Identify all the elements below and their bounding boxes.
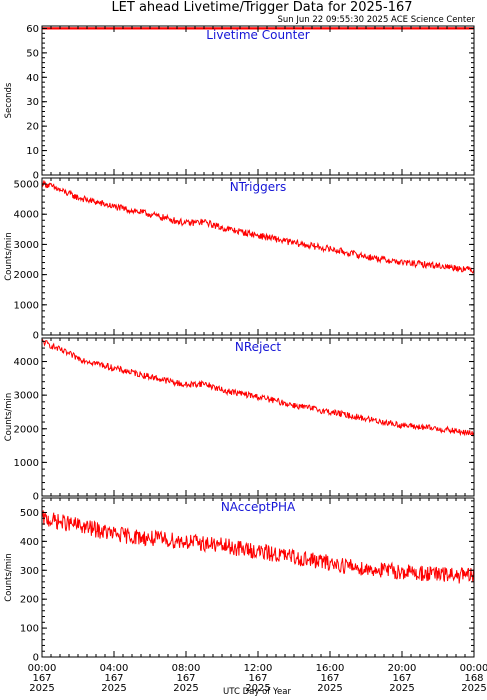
chart-panel-1: 0 10 20 30 40 50 60 Livetime Counter Seconds [4,24,475,182]
x-tick-label: 2025 [29,683,54,694]
series-line [41,510,475,584]
x-tick-label: 167 [320,673,339,684]
y-tick-label: 4000 [14,210,39,221]
generated-timestamp: Sun Jun 22 09:55:30 2025 ACE Science Cen… [277,15,475,25]
x-tick-label: 2025 [461,683,486,694]
x-tick-label: 20:00 [388,663,417,674]
x-tick-label: 168 [464,673,483,684]
y-tick-label: 10 [26,146,39,157]
y-tick-label: 5000 [14,180,39,191]
x-tick-label: 2025 [317,683,342,694]
y-tick-label: 200 [20,595,39,606]
x-tick-label: 2025 [389,683,414,694]
y-tick-label: 4000 [14,357,39,368]
x-axis-labels: 00:00167202504:00167202508:00167202512:0… [28,663,487,694]
plot-frame [41,25,475,176]
x-tick-label: 00:00 [28,663,57,674]
y-tick-label: 50 [26,48,39,59]
y-tick-label: 0 [33,171,39,182]
x-tick-label: 2025 [101,683,126,694]
x-tick-label: 167 [248,673,267,684]
plot-frame [41,497,475,658]
plot-frame [41,177,475,336]
y-axis-label: Seconds [4,82,14,118]
y-tick-label: 100 [20,624,39,635]
panel-title: NTriggers [230,180,287,194]
figure-title: LET ahead Livetime/Trigger Data for 2025… [111,0,412,15]
x-axis-title: UTC Day of Year [223,687,291,697]
x-tick-label: 08:00 [172,663,201,674]
y-tick-label: 40 [26,73,39,84]
y-tick-label: 0 [33,653,39,664]
x-tick-label: 167 [176,673,195,684]
y-tick-label: 300 [20,566,39,577]
y-tick-label: 3000 [14,391,39,402]
chart-panels: 0 10 20 30 40 50 60 Livetime Counter Seconds 0 100… [4,24,475,664]
chart-panel-2: 0 1000 2000 3000 4000 5000 NTriggers Counts/min [4,177,475,342]
x-tick-label: 2025 [173,683,198,694]
x-tick-label: 12:00 [244,663,273,674]
x-tick-label: 167 [392,673,411,684]
y-tick-label: 2000 [14,270,39,281]
plot-frame [41,337,475,497]
panel-title: Livetime Counter [206,28,309,42]
y-axis-label: Counts/min [4,232,14,281]
chart-panel-4: 0 100 200 300 400 500 NAcceptPHA Counts/min [4,497,475,664]
y-tick-label: 500 [20,508,39,519]
x-tick-label: 00:00 [460,663,487,674]
chart-panel-3: 0 1000 2000 3000 4000 NReject Counts/min [4,337,475,503]
x-tick-label: 167 [104,673,123,684]
y-tick-label: 0 [33,492,39,503]
series-line [41,339,475,437]
y-tick-label: 1000 [14,300,39,311]
x-tick-label: 2025 [245,683,270,694]
x-tick-label: 04:00 [100,663,129,674]
y-tick-label: 60 [26,24,39,35]
y-tick-label: 0 [33,331,39,342]
x-tick-label: 16:00 [316,663,345,674]
y-tick-label: 1000 [14,458,39,469]
series-line [41,180,475,274]
y-axis-label: Counts/min [4,393,14,442]
panel-title: NAcceptPHA [221,500,296,514]
y-tick-label: 2000 [14,424,39,435]
y-axis-label: Counts/min [4,553,14,602]
panel-title: NReject [235,340,281,354]
y-tick-label: 400 [20,537,39,548]
x-tick-label: 167 [32,673,51,684]
y-tick-label: 3000 [14,240,39,251]
y-tick-label: 30 [26,97,39,108]
y-tick-label: 20 [26,122,39,133]
